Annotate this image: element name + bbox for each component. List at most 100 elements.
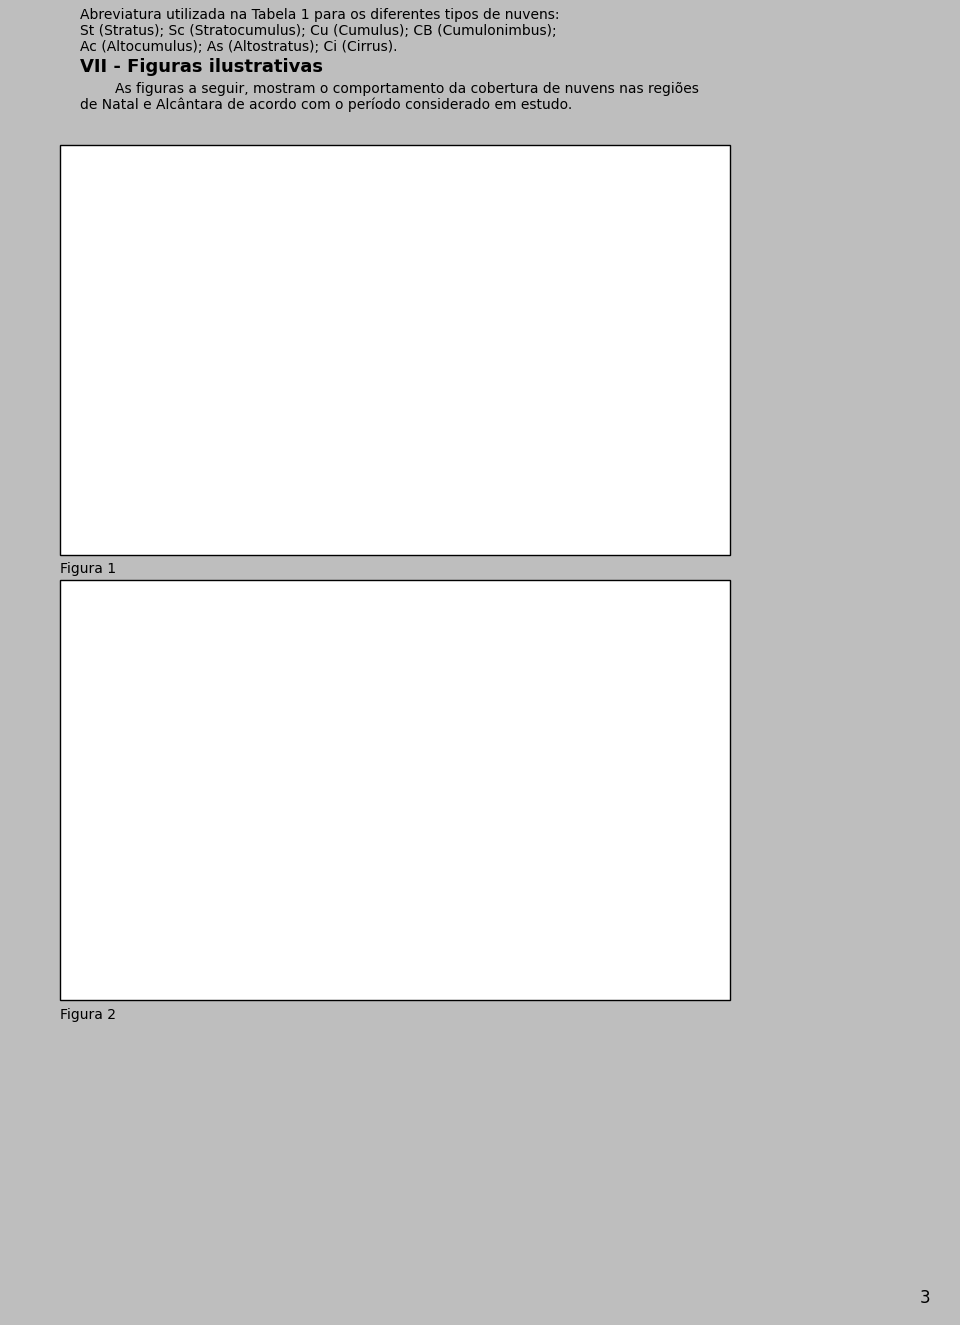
As(Natal) [269, 461, 280, 477]
As(Natal) [469, 444, 481, 460]
Sc (Natal) [560, 906, 571, 922]
Text: Abreviatura utilizada na Tabela 1 para os diferentes tipos de nuvens:: Abreviatura utilizada na Tabela 1 para o… [80, 8, 560, 23]
As(Alcântara) [214, 307, 226, 323]
As(Natal) [251, 464, 262, 480]
As(Natal) [378, 469, 390, 485]
As(Alcântara) [378, 355, 390, 371]
As(Natal) [396, 464, 408, 480]
As(Alcântara) [469, 344, 481, 360]
As(Natal) [178, 466, 189, 482]
As(Natal) [488, 451, 499, 466]
Sc (Natal) [433, 892, 444, 908]
Sc (Alcântara) [396, 930, 408, 946]
Sc (Natal) [542, 905, 554, 921]
Title: Gráfico Comparativo Nuvens Altostratus (As) Média Mensal Horária
Alcântara x Nat: Gráfico Comparativo Nuvens Altostratus (… [67, 191, 646, 242]
As(Alcântara) [415, 358, 426, 374]
Text: As figuras a seguir, mostram o comportamento da cobertura de nuvens nas regiões: As figuras a seguir, mostram o comportam… [80, 82, 699, 95]
Sc (Alcântara) [415, 931, 426, 947]
X-axis label: Horários: Horários [320, 969, 393, 984]
Sc (Natal) [251, 890, 262, 906]
Sc (Natal) [378, 901, 390, 917]
Title: Gráfico Comparativo Nuvens Stratocumulus (Sc)
Alcântara x Natal
Período: 1993 a : Gráfico Comparativo Nuvens Stratocumulus… [149, 624, 564, 709]
As(Natal) [560, 464, 571, 480]
Sc (Alcântara) [378, 930, 390, 946]
Sc (Alcântara) [141, 930, 153, 946]
As(Alcântara) [396, 355, 408, 371]
Sc (Natal) [141, 905, 153, 921]
As(Natal) [159, 461, 171, 477]
Sc (Natal) [360, 902, 372, 918]
As(Natal) [415, 451, 426, 466]
As(Alcântara) [560, 367, 571, 383]
As(Natal) [214, 466, 226, 482]
Line: As(Natal): As(Natal) [144, 448, 569, 482]
As(Alcântara) [324, 338, 335, 354]
Sc (Natal) [506, 890, 517, 906]
As(Alcântara) [451, 348, 463, 364]
Sc (Alcântara) [506, 930, 517, 946]
Sc (Alcântara) [196, 926, 207, 942]
Sc (Alcântara) [542, 930, 554, 946]
Sc (Natal) [324, 897, 335, 913]
Sc (Natal) [488, 898, 499, 914]
Sc (Alcântara) [560, 930, 571, 946]
Y-axis label: Ocorrências: Ocorrências [84, 788, 98, 872]
As(Alcântara) [178, 338, 189, 354]
As(Alcântara) [433, 338, 444, 354]
Text: de Natal e Alcântara de acordo com o período considerado em estudo.: de Natal e Alcântara de acordo com o per… [80, 98, 572, 113]
As(Alcântara) [251, 302, 262, 318]
As(Natal) [305, 470, 317, 486]
Line: Sc (Natal): Sc (Natal) [144, 872, 569, 922]
As(Natal) [141, 460, 153, 476]
Sc (Alcântara) [305, 930, 317, 946]
As(Alcântara) [506, 372, 517, 388]
Sc (Alcântara) [287, 931, 299, 947]
Sc (Alcântara) [251, 930, 262, 946]
Line: As(Alcântara): As(Alcântara) [144, 307, 569, 398]
As(Natal) [524, 460, 536, 476]
Sc (Natal) [287, 912, 299, 927]
As(Natal) [287, 469, 299, 485]
Sc (Alcântara) [232, 930, 244, 946]
Text: Ac (Altocumulus); As (Altostratus); Ci (Cirrus).: Ac (Altocumulus); As (Altostratus); Ci (… [80, 40, 397, 54]
As(Alcântara) [159, 339, 171, 355]
Y-axis label: ocorrências: ocorrências [84, 334, 98, 413]
Text: Figura 2: Figura 2 [60, 1008, 116, 1022]
As(Natal) [196, 466, 207, 482]
Sc (Natal) [269, 902, 280, 918]
As(Natal) [342, 469, 353, 485]
Sc (Natal) [232, 884, 244, 900]
Sc (Natal) [342, 901, 353, 917]
As(Alcântara) [305, 307, 317, 323]
As(Natal) [433, 444, 444, 460]
Sc (Natal) [196, 876, 207, 892]
Sc (Alcântara) [360, 930, 372, 946]
Sc (Natal) [178, 884, 189, 900]
As(Natal) [232, 464, 244, 480]
Sc (Alcântara) [469, 930, 481, 946]
Sc (Natal) [305, 867, 317, 882]
As(Alcântara) [524, 386, 536, 401]
Sc (Natal) [469, 894, 481, 910]
Sc (Natal) [524, 890, 536, 906]
As(Alcântara) [269, 302, 280, 318]
Text: St (Stratus); Sc (Stratocumulus); Cu (Cumulus); CB (Cumulonimbus);: St (Stratus); Sc (Stratocumulus); Cu (Cu… [80, 24, 557, 38]
As(Alcântara) [141, 344, 153, 360]
Sc (Alcântara) [524, 930, 536, 946]
Sc (Alcântara) [214, 930, 226, 946]
Sc (Natal) [451, 909, 463, 925]
As(Natal) [506, 454, 517, 470]
Sc (Natal) [415, 909, 426, 925]
As(Alcântara) [196, 323, 207, 339]
Legend: As(Natal), As(Alcântara): As(Natal), As(Alcântara) [572, 323, 708, 366]
Line: Sc (Alcântara): Sc (Alcântara) [144, 930, 569, 943]
As(Natal) [451, 444, 463, 460]
As(Natal) [360, 469, 372, 485]
Sc (Alcântara) [159, 927, 171, 943]
As(Natal) [542, 460, 554, 476]
As(Alcântara) [360, 348, 372, 364]
Sc (Alcântara) [433, 931, 444, 947]
Sc (Alcântara) [342, 930, 353, 946]
Sc (Alcântara) [324, 930, 335, 946]
Sc (Natal) [159, 901, 171, 917]
